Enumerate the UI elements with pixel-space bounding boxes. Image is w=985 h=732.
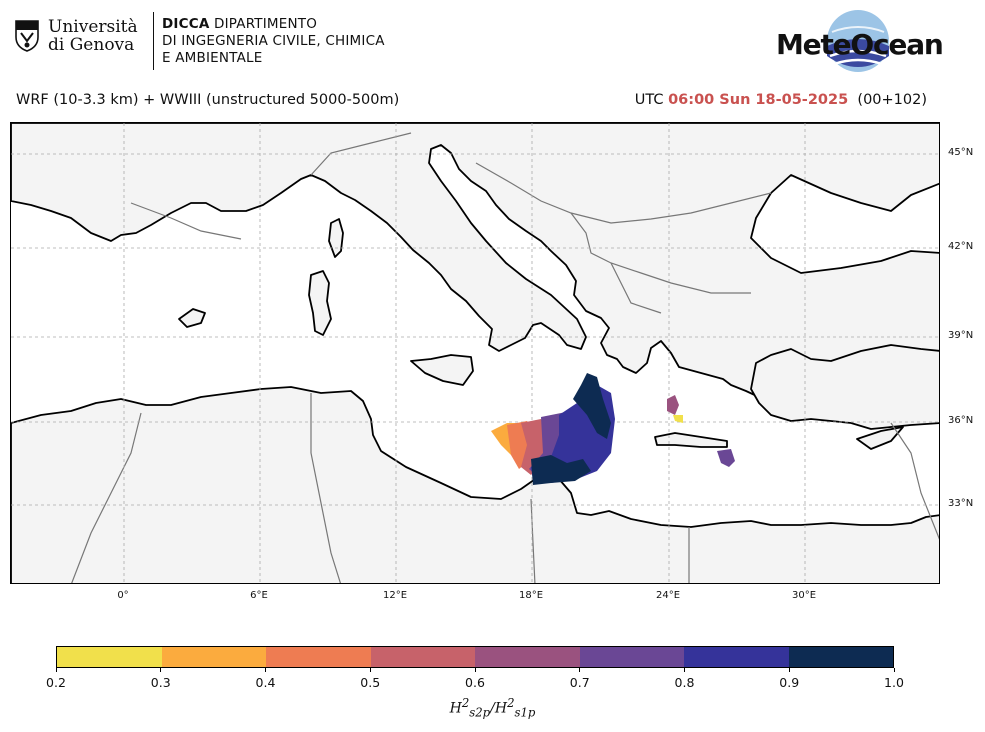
field-aegean-east xyxy=(667,395,679,415)
colorbar-tick-label: 0.6 xyxy=(465,675,485,690)
department-name: DICCA DIPARTIMENTO DI INGEGNERIA CIVILE,… xyxy=(162,16,385,67)
colorbar-tickmark xyxy=(265,668,266,672)
colorbar-tick-label: 0.5 xyxy=(360,675,381,690)
colorbar-segment-1 xyxy=(161,647,266,667)
sicily xyxy=(410,354,474,386)
colorbar-tickmark xyxy=(788,668,790,672)
colorbar-segment-6 xyxy=(684,647,789,667)
field-navy-south xyxy=(531,455,591,485)
run-title: WRF (10-3.3 km) + WWIII (unstructured 50… xyxy=(16,92,400,108)
department-line2: DI INGEGNERIA CIVILE, CHIMICA xyxy=(162,33,385,49)
wave-field-layer xyxy=(491,373,735,485)
cyprus xyxy=(856,426,904,450)
colorbar-segment-2 xyxy=(266,647,371,667)
header: Università di Genova DICCA DIPARTIMENTO … xyxy=(0,0,985,90)
lon-label-6e: 6°E xyxy=(250,590,268,601)
meteocean-wordmark: MeteOcean xyxy=(776,28,944,61)
lat-label-42: 42°N xyxy=(948,241,974,252)
meteocean-globe-icon xyxy=(827,10,889,72)
university-name-line1: Università xyxy=(48,17,138,37)
department-line3: E AMBIENTALE xyxy=(162,50,263,66)
lat-label-45: 45°N xyxy=(948,147,974,158)
colorbar-tickmark xyxy=(160,668,162,672)
utc-prefix: UTC xyxy=(634,92,664,108)
university-name-line2: di Genova xyxy=(48,35,135,55)
colorbar-tick-label: 0.4 xyxy=(255,675,276,690)
gridlines-layer xyxy=(11,123,939,583)
colorbar-segment-7 xyxy=(788,647,893,667)
africa-land xyxy=(11,386,939,583)
balearic xyxy=(178,308,206,328)
colorbar-segment-0 xyxy=(57,647,162,667)
colorbar-tick-label: 0.9 xyxy=(779,675,800,690)
corsica xyxy=(328,218,344,258)
colorbar-segment-4 xyxy=(475,647,580,667)
unige-shield-icon xyxy=(15,20,39,52)
meteocean-logo: MeteOcean xyxy=(772,8,944,76)
borders-layer xyxy=(71,132,939,583)
lat-label-33: 33°N xyxy=(948,498,974,509)
colorbar-tickmark xyxy=(369,668,371,672)
colorbar-segment-3 xyxy=(370,647,475,667)
field-rhodes xyxy=(717,449,735,467)
colorbar-tickmark xyxy=(684,668,685,672)
colorbar-label: H2s2p/H2s1p xyxy=(449,696,536,720)
unige-logo: Università di Genova xyxy=(14,18,138,54)
lon-label-24e: 24°E xyxy=(655,590,681,601)
lon-label-12e: 12°E xyxy=(382,590,408,601)
department-line1: DIPARTIMENTO xyxy=(214,16,318,32)
field-aegean-yellow xyxy=(673,415,683,423)
colorbar-label-main: H xyxy=(449,700,462,717)
colorbar-tickmark xyxy=(893,668,895,672)
lat-label-36: 36°N xyxy=(948,415,974,426)
colorbar-tickmark xyxy=(579,668,581,672)
colorbar-tick-label: 1.0 xyxy=(884,675,904,690)
colorbar-tickmark xyxy=(55,668,57,672)
map-panel xyxy=(10,122,940,584)
lon-label-18e: 18°E xyxy=(518,590,544,601)
coastline-layer xyxy=(11,123,939,583)
colorbar-tick-label: 0.2 xyxy=(46,675,66,690)
crete xyxy=(654,432,728,448)
mediterranean-map xyxy=(11,123,939,583)
sardinia xyxy=(308,270,332,336)
lon-label-30e: 30°E xyxy=(791,590,817,601)
colorbar-tick-label: 0.8 xyxy=(674,675,695,690)
valid-time: 06:00 Sun 18-05-2025 xyxy=(668,92,849,108)
colorbar-tick-label: 0.3 xyxy=(150,675,171,690)
colorbar-segment-5 xyxy=(579,647,684,667)
colorbar-label-sub1: s2p xyxy=(469,705,491,720)
lat-label-39: 39°N xyxy=(948,330,974,341)
anatolia-land xyxy=(750,344,939,430)
colorbar-tick-label: 0.7 xyxy=(569,675,590,690)
colorbar xyxy=(56,646,894,668)
lead-time: (00+102) xyxy=(857,92,927,108)
valid-time-line: UTC 06:00 Sun 18-05-2025 (00+102) xyxy=(635,92,927,108)
colorbar-tickmark xyxy=(474,668,476,672)
lon-label-0: 0° xyxy=(117,590,129,601)
department-acronym: DICCA xyxy=(162,16,210,32)
field-navy-north xyxy=(573,373,611,439)
colorbar-label-sub2: s1p xyxy=(514,705,536,720)
logo-divider xyxy=(153,12,154,70)
